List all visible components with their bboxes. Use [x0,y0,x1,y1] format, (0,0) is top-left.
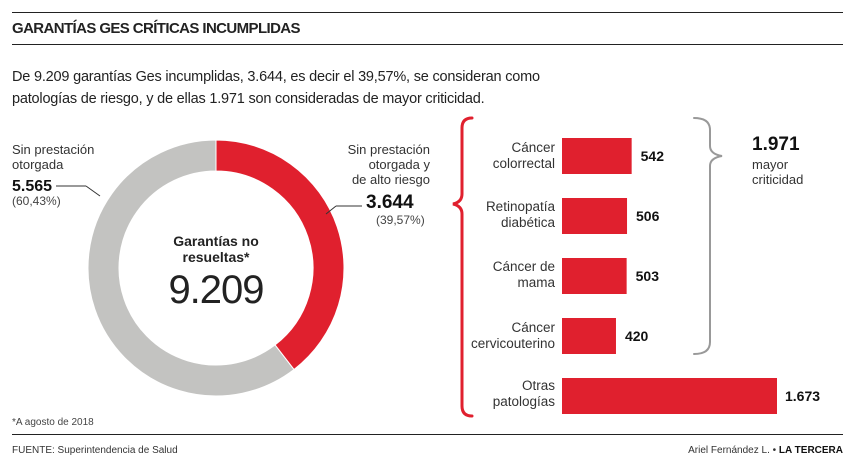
lead-text: De 9.209 garantías Ges incumplidas, 3.64… [12,66,612,110]
source-text: FUENTE: Superintendencia de Salud [12,445,178,456]
donut-center-total: 9.209 [168,268,264,312]
category-label: Cáncer cervicouterino [470,320,555,351]
grey-slice-percent: (60,43%) [12,194,61,208]
donut-slice-red [215,139,345,371]
title-rule [12,44,843,45]
bar-value-label: 506 [636,208,660,224]
leader-line-grey [85,185,101,197]
critical-label: mayor criticidad [752,157,804,187]
category-label: Cáncer de mama [492,259,555,290]
donut-center-label: Garantías no resueltas* [173,233,259,265]
red-slice-percent: (39,57%) [376,213,425,227]
bar [562,378,777,414]
credit-text: Ariel Fernández L. • LA TERCERA [688,445,843,456]
donut-slice-grey [87,139,295,397]
category-label: Cáncer colorrectal [492,140,555,171]
bar [562,318,616,354]
red-slice-value: 3.644 [366,192,414,213]
bar-value-label: 542 [640,148,664,164]
bar [562,138,632,174]
bar [562,258,627,294]
bar-value-label: 420 [624,328,649,344]
grey-bracket [693,117,723,355]
credit-author: Ariel Fernández L. • [688,445,777,456]
bar-value-label: 503 [635,268,659,284]
lead-line-2: patologías de riesgo, y de ellas 1.971 s… [12,91,485,107]
red-bracket [452,116,474,418]
lead-line-1: De 9.209 garantías Ges incumplidas, 3.64… [12,69,540,85]
footer-rule [12,434,843,435]
leader-line-red [325,205,337,215]
chart-title: GARANTÍAS GES CRÍTICAS INCUMPLIDAS [12,20,301,37]
bar-value-label: 1.673 [785,388,821,404]
top-rule [12,12,843,13]
credit-outlet: LA TERCERA [778,445,843,456]
category-label: Retinopatía diabética [485,199,555,230]
critical-total: 1.971 [752,134,800,155]
category-label: Otras patologías [492,378,555,409]
grey-slice-value: 5.565 [12,178,53,195]
footnote: *A agosto de 2018 [12,417,94,428]
bar [562,198,628,234]
grey-slice-label: Sin prestación otorgada [12,142,95,172]
red-slice-label: Sin prestación otorgada y de alto riesgo [347,142,430,187]
